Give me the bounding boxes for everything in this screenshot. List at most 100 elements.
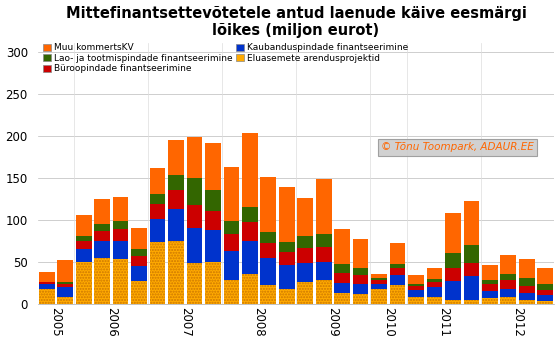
Bar xyxy=(94,241,110,258)
Bar xyxy=(316,234,332,247)
Bar xyxy=(39,289,55,304)
Bar xyxy=(297,282,313,304)
Bar xyxy=(482,298,498,304)
Bar xyxy=(94,258,110,304)
Bar xyxy=(186,228,202,263)
Bar xyxy=(279,241,295,252)
Bar xyxy=(408,275,424,284)
Bar xyxy=(94,224,110,231)
Bar xyxy=(39,272,55,282)
Bar xyxy=(445,268,461,281)
Bar xyxy=(223,167,239,221)
Bar xyxy=(113,229,128,241)
Bar xyxy=(168,175,184,190)
Bar xyxy=(57,297,73,304)
Bar xyxy=(334,273,350,283)
Bar xyxy=(353,239,368,268)
Bar xyxy=(427,268,442,279)
Bar xyxy=(242,274,258,304)
Bar xyxy=(316,180,332,234)
Bar xyxy=(39,282,55,285)
Bar xyxy=(168,241,184,304)
Bar xyxy=(538,290,553,294)
Bar xyxy=(242,207,258,222)
Bar xyxy=(427,287,442,297)
Bar xyxy=(150,204,165,219)
Bar xyxy=(408,297,424,304)
Bar xyxy=(94,199,110,224)
Bar xyxy=(538,301,553,304)
Bar xyxy=(223,234,239,251)
Bar xyxy=(260,285,276,304)
Bar xyxy=(223,221,239,234)
Bar xyxy=(519,300,535,304)
Bar xyxy=(445,300,461,304)
Bar xyxy=(464,276,479,300)
Bar xyxy=(279,252,295,265)
Bar xyxy=(242,241,258,274)
Bar xyxy=(482,265,498,280)
Bar xyxy=(279,265,295,289)
Bar xyxy=(445,281,461,300)
Bar xyxy=(482,285,498,291)
Bar xyxy=(113,241,128,259)
Bar xyxy=(408,297,424,304)
Bar xyxy=(482,291,498,298)
Bar xyxy=(408,284,424,286)
Bar xyxy=(501,274,516,280)
Bar xyxy=(538,268,553,284)
Bar xyxy=(113,259,128,304)
Bar xyxy=(131,228,147,249)
Bar xyxy=(297,236,313,248)
Bar xyxy=(205,190,221,211)
Bar xyxy=(501,255,516,274)
Bar xyxy=(39,285,55,289)
Bar xyxy=(371,289,387,304)
Bar xyxy=(427,279,442,282)
Bar xyxy=(390,275,405,285)
Bar xyxy=(427,282,442,287)
Title: Mittefinantsettevõtetele antud laenude käive eesmärgi
lõikes (miljon eurot): Mittefinantsettevõtetele antud laenude k… xyxy=(66,5,526,38)
Bar xyxy=(131,281,147,304)
Bar xyxy=(334,283,350,293)
Bar xyxy=(279,289,295,304)
Bar xyxy=(334,293,350,304)
Bar xyxy=(57,260,73,282)
Bar xyxy=(501,297,516,304)
Bar xyxy=(223,251,239,280)
Bar xyxy=(76,249,91,262)
Bar xyxy=(186,263,202,304)
Bar xyxy=(242,274,258,304)
Bar xyxy=(408,290,424,297)
Bar xyxy=(334,229,350,264)
Bar xyxy=(131,249,147,256)
Bar xyxy=(390,285,405,304)
Bar xyxy=(538,301,553,304)
Bar xyxy=(334,264,350,273)
Bar xyxy=(353,294,368,304)
Bar xyxy=(94,231,110,241)
Bar xyxy=(316,280,332,304)
Bar xyxy=(279,289,295,304)
Bar xyxy=(371,274,387,278)
Bar xyxy=(464,300,479,304)
Bar xyxy=(371,278,387,280)
Bar xyxy=(242,133,258,207)
Bar xyxy=(334,293,350,304)
Bar xyxy=(390,268,405,275)
Bar xyxy=(186,263,202,304)
Bar xyxy=(297,198,313,236)
Bar xyxy=(353,268,368,275)
Bar xyxy=(501,289,516,297)
Bar xyxy=(482,298,498,304)
Bar xyxy=(168,241,184,304)
Bar xyxy=(297,248,313,263)
Bar xyxy=(113,221,128,229)
Bar xyxy=(501,297,516,304)
Bar xyxy=(205,211,221,230)
Bar xyxy=(260,243,276,259)
Bar xyxy=(94,258,110,304)
Bar xyxy=(76,262,91,304)
Bar xyxy=(538,284,553,290)
Bar xyxy=(390,243,405,264)
